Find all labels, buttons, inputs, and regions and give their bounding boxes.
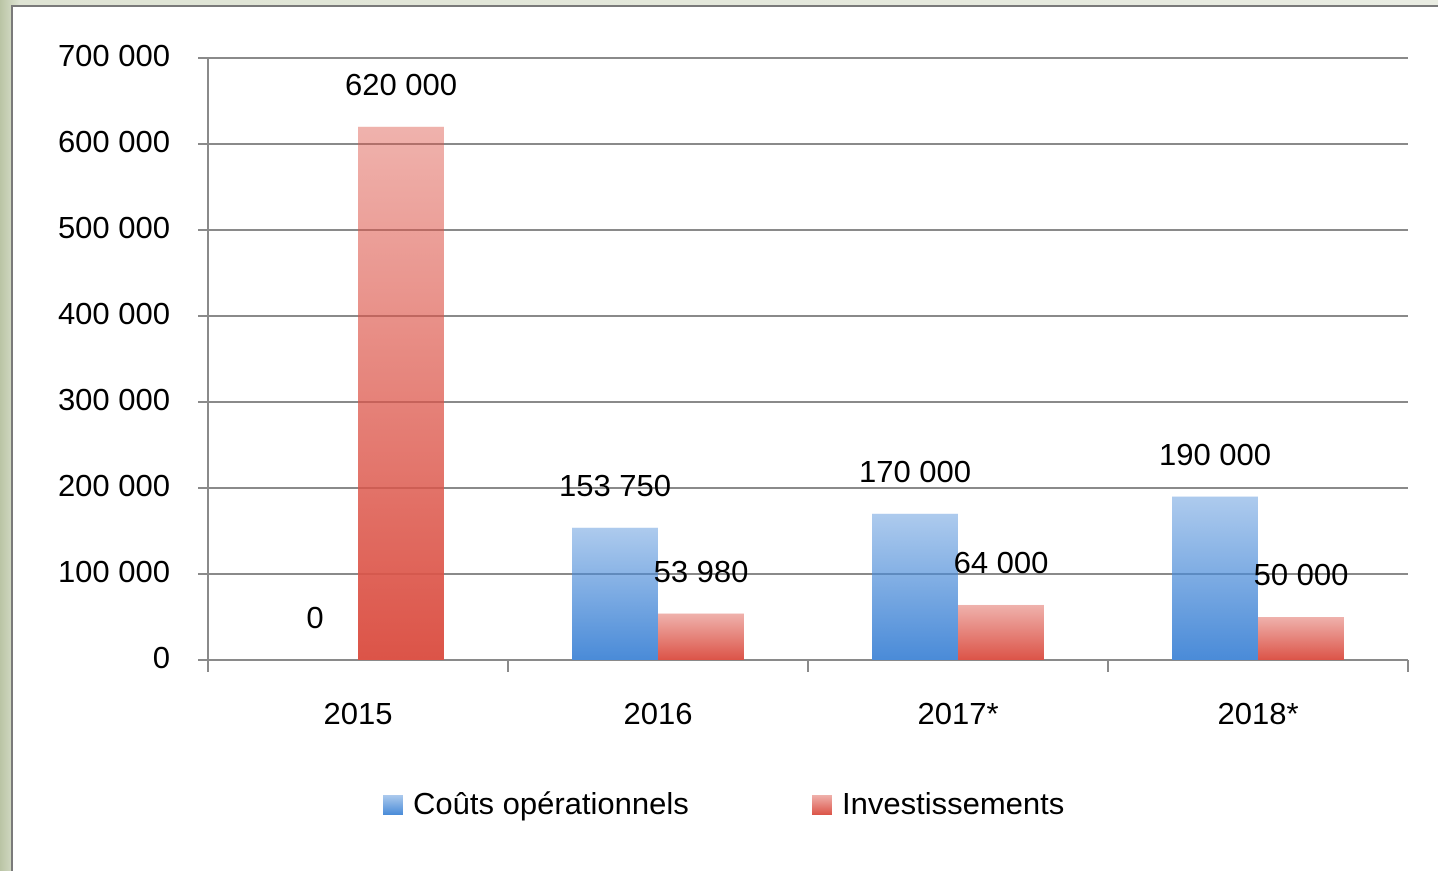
legend-swatch <box>383 795 403 815</box>
bar <box>572 527 658 660</box>
legend-label: Coûts opérationnels <box>413 786 689 821</box>
bar <box>658 613 744 660</box>
data-label: 620 000 <box>345 67 457 102</box>
x-tick-label: 2017* <box>917 696 998 731</box>
data-label: 0 <box>306 600 323 635</box>
data-label: 64 000 <box>954 545 1049 580</box>
data-label: 170 000 <box>859 454 971 489</box>
data-label: 50 000 <box>1254 557 1349 592</box>
bar <box>1172 496 1258 660</box>
y-tick-label: 700 000 <box>58 38 170 73</box>
x-tick-label: 2015 <box>324 696 393 731</box>
legend-label: Investissements <box>842 786 1064 821</box>
y-tick-label: 0 <box>153 640 170 675</box>
y-tick-label: 100 000 <box>58 554 170 589</box>
legend-swatch <box>812 795 832 815</box>
x-tick-label: 2018* <box>1217 696 1298 731</box>
bar <box>358 126 444 661</box>
chart-panel <box>11 5 1438 871</box>
bar <box>958 604 1044 660</box>
data-label: 153 750 <box>559 468 671 503</box>
data-label: 53 980 <box>654 554 749 589</box>
y-tick-label: 600 000 <box>58 124 170 159</box>
y-tick-label: 500 000 <box>58 210 170 245</box>
data-label: 190 000 <box>1159 437 1271 472</box>
y-tick-label: 200 000 <box>58 468 170 503</box>
y-tick-label: 300 000 <box>58 382 170 417</box>
bar <box>872 513 958 660</box>
x-tick-label: 2016 <box>624 696 693 731</box>
bar <box>1258 617 1344 660</box>
y-tick-label: 400 000 <box>58 296 170 331</box>
